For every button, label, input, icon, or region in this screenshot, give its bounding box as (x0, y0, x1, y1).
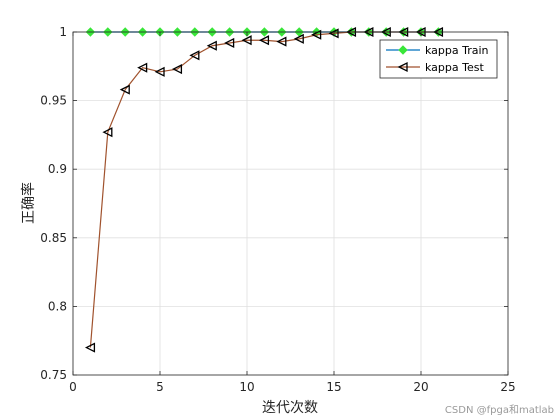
data-point (293, 33, 304, 44)
legend-label: kappa Train (425, 44, 489, 57)
legend-marker (398, 45, 408, 55)
y-tick-label: 0.9 (48, 162, 67, 176)
y-tick-label: 0.8 (48, 299, 67, 313)
legend-box (379, 39, 498, 79)
x-tick-label: 0 (69, 380, 77, 394)
data-point (189, 50, 200, 61)
y-tick-label: 0.95 (40, 94, 67, 108)
data-point (171, 63, 183, 75)
x-tick-label: 25 (500, 380, 515, 394)
data-point (119, 84, 130, 95)
data-point (258, 35, 270, 46)
y-axis-label: 正确率 (20, 182, 37, 224)
legend-marker (397, 61, 408, 73)
plot-area (73, 32, 508, 375)
data-point (276, 36, 287, 47)
data-point (224, 37, 235, 49)
data-point (206, 40, 217, 51)
y-tick-label: 1 (59, 25, 67, 39)
data-point (102, 127, 113, 138)
watermark-text: CSDN @fpga和matlab (445, 404, 554, 416)
x-axis-label: 迭代次数 (262, 400, 318, 416)
data-point (241, 35, 252, 46)
data-point (311, 29, 322, 40)
x-tick-label: 10 (239, 380, 254, 394)
y-tick-label: 0.85 (40, 231, 67, 245)
x-tick-label: 5 (156, 380, 164, 394)
legend-label: kappa Test (425, 61, 484, 74)
data-point (84, 342, 96, 353)
legend: kappa Train kappa Test (379, 39, 498, 79)
x-tick-label: 15 (326, 380, 341, 394)
axis-ticks: 0 5 10 15 20 25 0.75 0.8 0.85 0.9 0.95 1 (40, 25, 515, 394)
data-point (137, 62, 148, 73)
data-point (154, 66, 165, 77)
x-tick-label: 20 (413, 380, 428, 394)
y-tick-label: 0.75 (40, 368, 67, 382)
plot-frame (72, 31, 509, 376)
